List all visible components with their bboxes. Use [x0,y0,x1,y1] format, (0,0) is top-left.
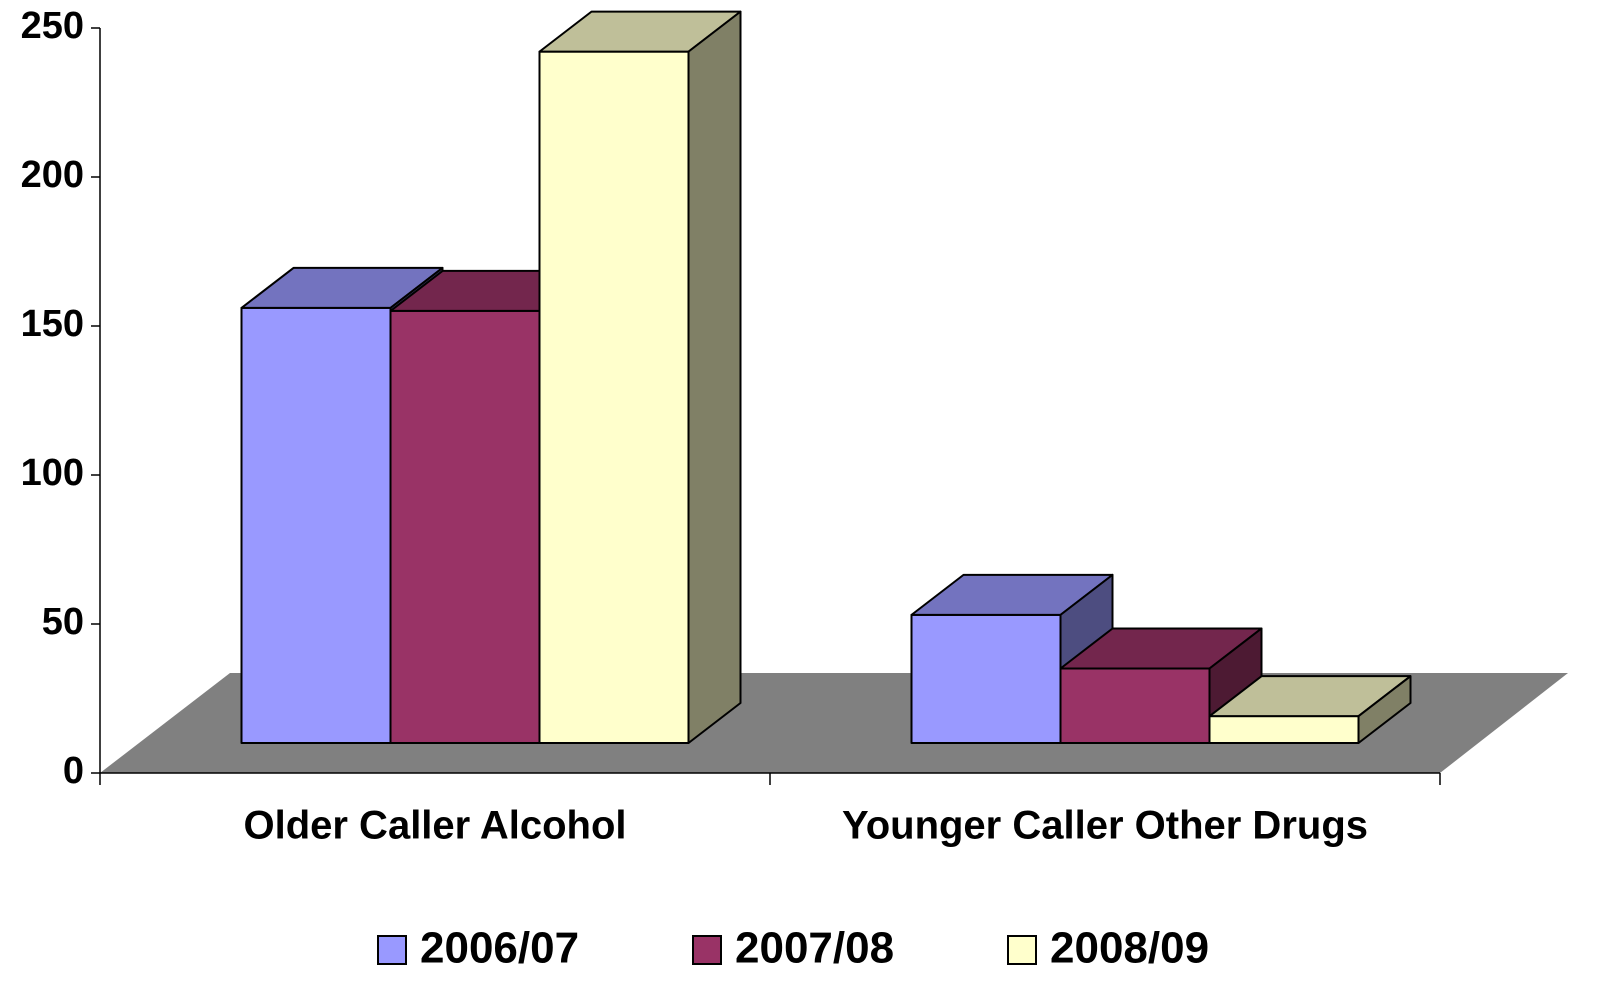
legend-label: 2008/09 [1050,924,1209,973]
y-tick-label: 0 [63,750,84,792]
legend-swatch [377,935,407,965]
x-tick-label: Younger Caller Other Drugs [842,804,1368,848]
legend-label: 2006/07 [420,924,579,973]
y-tick-label: 200 [21,154,84,196]
y-tick-label: 100 [21,452,84,494]
legend-swatch [1007,935,1037,965]
bar-front [1208,715,1360,744]
bar-side [687,10,742,744]
bar-front [389,309,541,744]
legend-swatch [692,935,722,965]
bar-front [1059,667,1211,744]
legend-label: 2007/08 [735,924,894,973]
y-tick-label: 150 [21,303,84,345]
y-tick-label: 250 [21,5,84,47]
x-tick-label: Older Caller Alcohol [243,804,626,848]
bar-front [538,50,690,744]
y-tick-label: 50 [42,601,84,643]
bar-front [240,306,392,744]
bar-side [1357,675,1412,744]
bar-front [910,613,1062,744]
